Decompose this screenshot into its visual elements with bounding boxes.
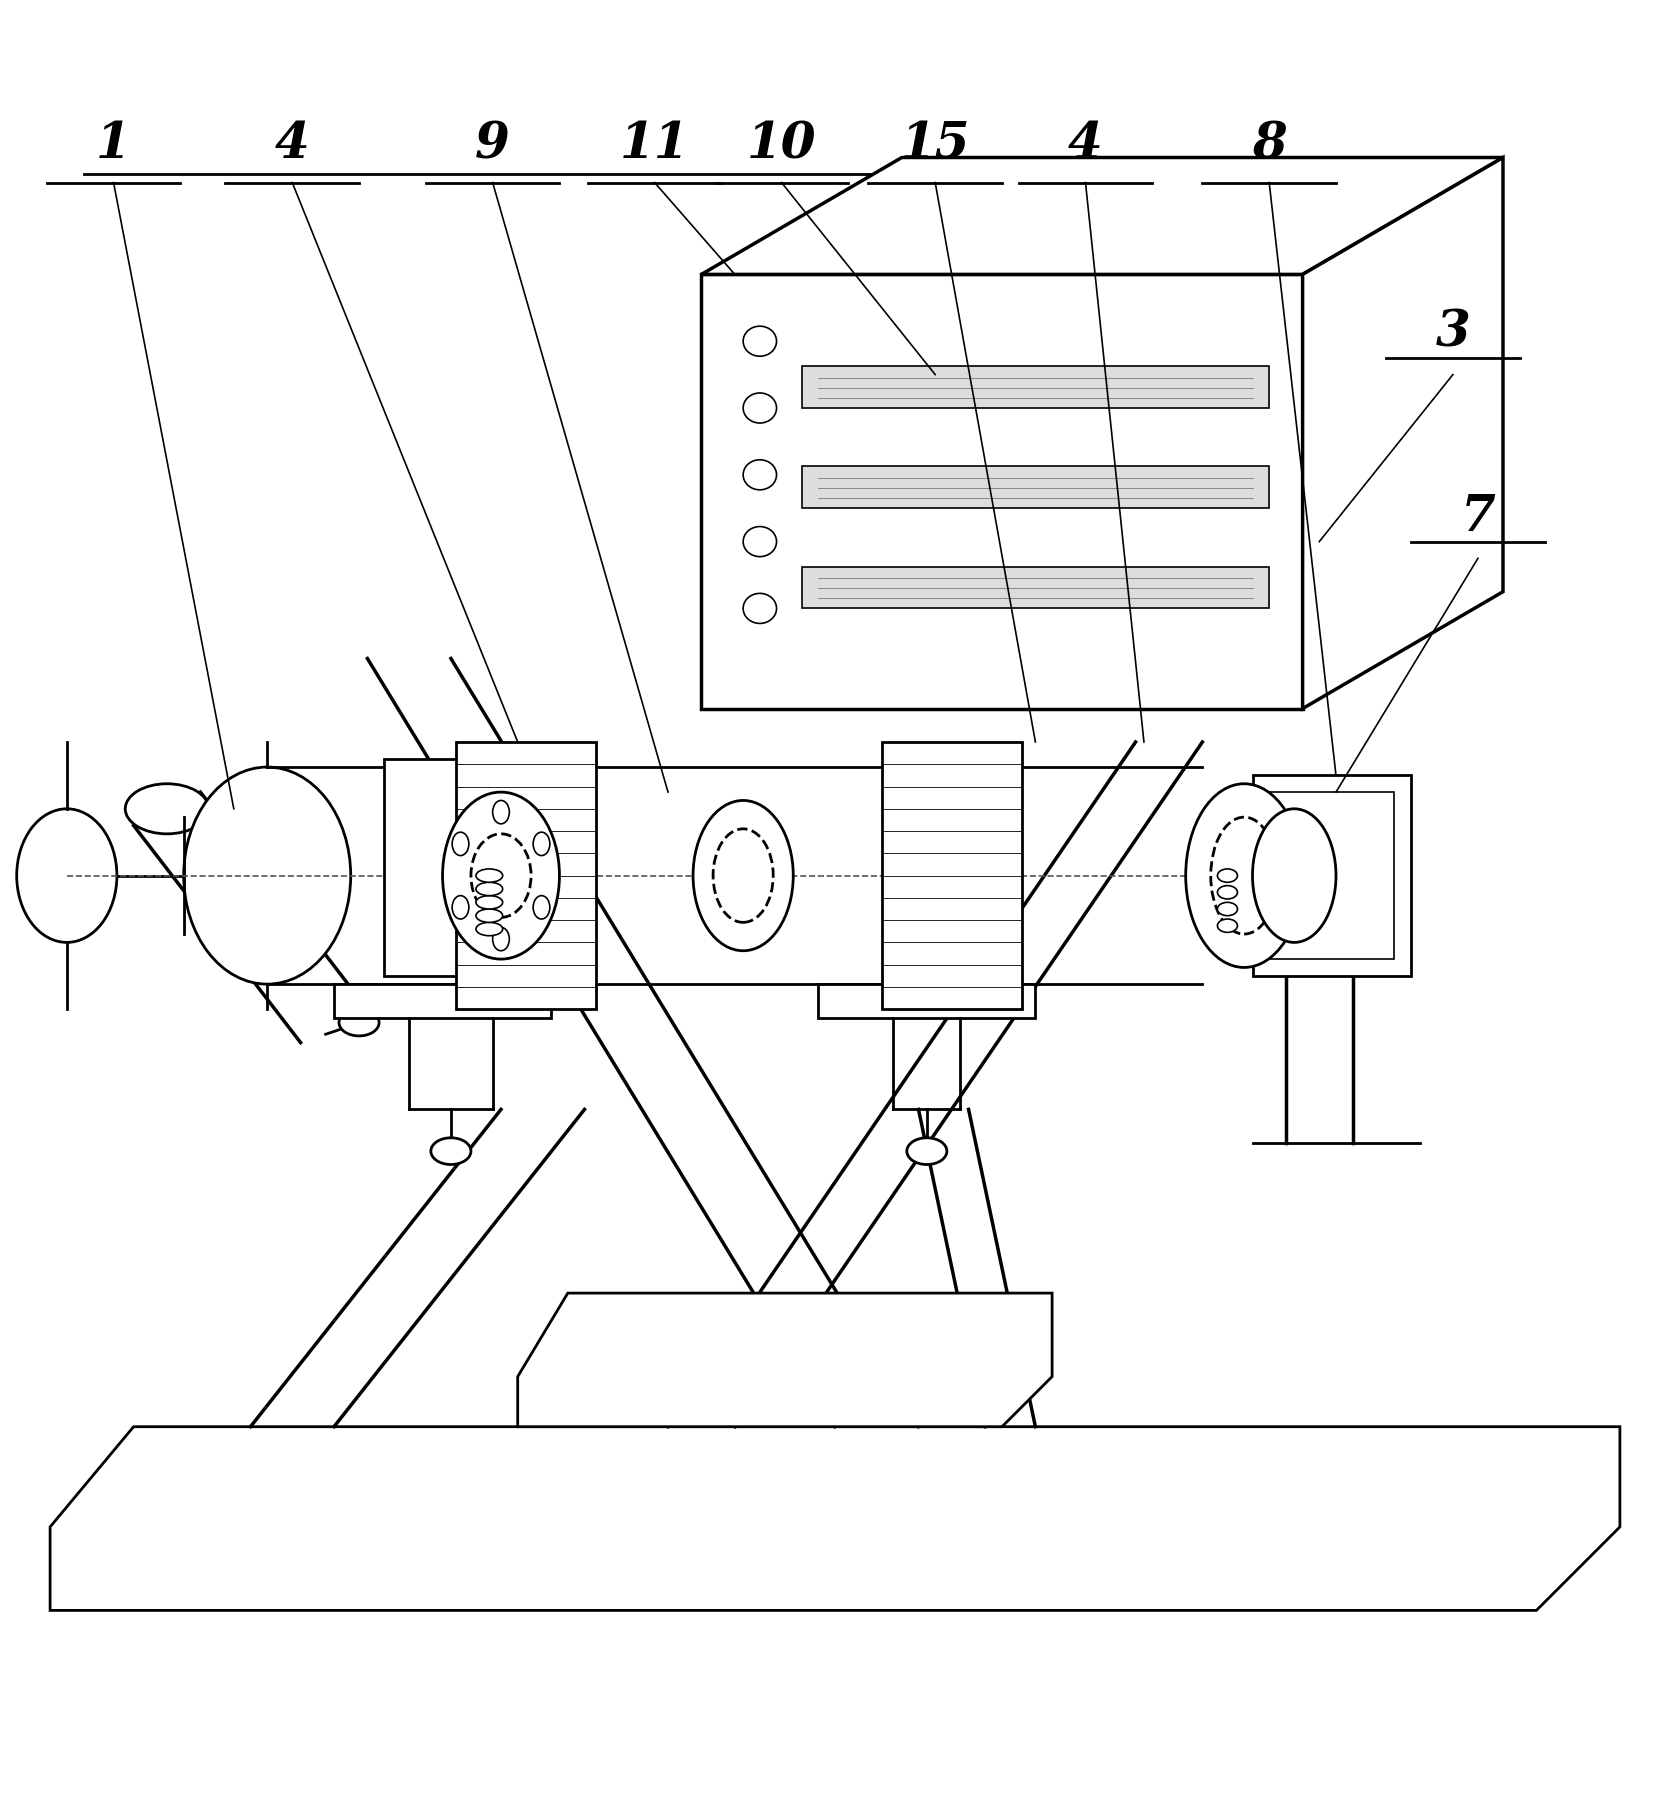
Ellipse shape (713, 829, 773, 922)
Ellipse shape (693, 800, 793, 951)
Bar (456, 742, 596, 1009)
Ellipse shape (533, 896, 549, 920)
Bar (1252, 776, 1411, 976)
Bar (802, 467, 1269, 509)
Text: 8: 8 (1252, 120, 1286, 169)
Ellipse shape (476, 896, 503, 909)
Bar (701, 275, 1303, 709)
Bar (882, 742, 1022, 1009)
Ellipse shape (476, 882, 503, 896)
Ellipse shape (743, 593, 777, 624)
Ellipse shape (533, 833, 549, 856)
Ellipse shape (476, 909, 503, 922)
Ellipse shape (493, 927, 509, 951)
Ellipse shape (743, 325, 777, 356)
Text: 1: 1 (97, 120, 130, 169)
Ellipse shape (1217, 920, 1237, 933)
Ellipse shape (471, 834, 531, 918)
Ellipse shape (743, 393, 777, 424)
Bar (334, 984, 551, 1018)
Ellipse shape (443, 793, 559, 960)
Ellipse shape (453, 896, 469, 920)
Text: 4: 4 (276, 120, 309, 169)
Bar (802, 365, 1269, 407)
Polygon shape (518, 1293, 1052, 1427)
Ellipse shape (17, 809, 117, 942)
Ellipse shape (184, 767, 351, 984)
Text: 10: 10 (746, 120, 817, 169)
Ellipse shape (1217, 869, 1237, 882)
Text: 7: 7 (1461, 493, 1495, 542)
Ellipse shape (743, 527, 777, 556)
Text: 15: 15 (900, 120, 970, 169)
Ellipse shape (453, 833, 469, 856)
Polygon shape (1303, 158, 1503, 709)
Bar (802, 567, 1269, 609)
Ellipse shape (339, 1009, 379, 1036)
Ellipse shape (125, 784, 209, 834)
Ellipse shape (1186, 784, 1303, 967)
Bar (1261, 793, 1394, 960)
Ellipse shape (1211, 816, 1278, 934)
Ellipse shape (1217, 902, 1237, 916)
Ellipse shape (907, 1138, 947, 1165)
Polygon shape (50, 1427, 1620, 1611)
Ellipse shape (1252, 809, 1336, 942)
Ellipse shape (493, 800, 509, 824)
Ellipse shape (476, 869, 503, 882)
Text: 9: 9 (476, 120, 509, 169)
Ellipse shape (1217, 885, 1237, 898)
Bar (818, 984, 1035, 1018)
Ellipse shape (476, 922, 503, 936)
Ellipse shape (431, 1138, 471, 1165)
Text: 11: 11 (620, 120, 690, 169)
Text: 3: 3 (1436, 309, 1470, 358)
Polygon shape (384, 758, 501, 976)
Ellipse shape (743, 460, 777, 489)
Polygon shape (701, 158, 1503, 275)
Text: 4: 4 (1069, 120, 1102, 169)
